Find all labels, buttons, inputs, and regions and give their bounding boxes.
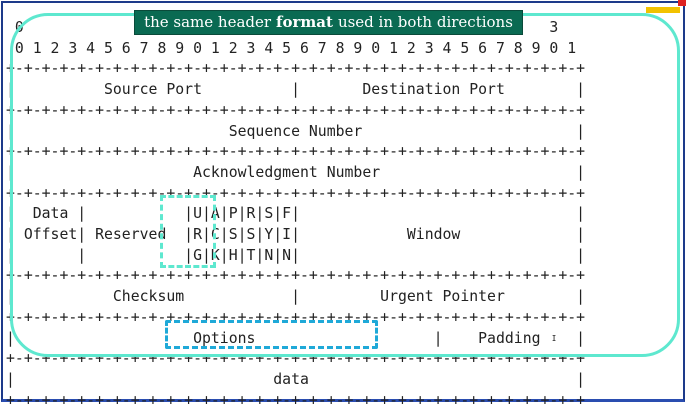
banner-keyword: format (276, 13, 333, 31)
header-highlight-outline (10, 13, 680, 357)
tcp-header-ascii-diagram: 0 1 2 3 0 1 2 3 4 5 6 7 8 9 0 1 2 3 4 5 … (6, 19, 586, 409)
text-cursor-icon: ɪ (552, 331, 557, 344)
corner-marker-icon (646, 0, 686, 16)
banner-text-before: the same header (144, 13, 272, 31)
reserved-highlight-box (160, 195, 216, 268)
header-format-banner: the same header format used in both dire… (134, 10, 523, 35)
banner-text-after: used in both directions (337, 13, 513, 31)
slide-frame (1, 1, 685, 402)
options-highlight-box (165, 320, 378, 349)
